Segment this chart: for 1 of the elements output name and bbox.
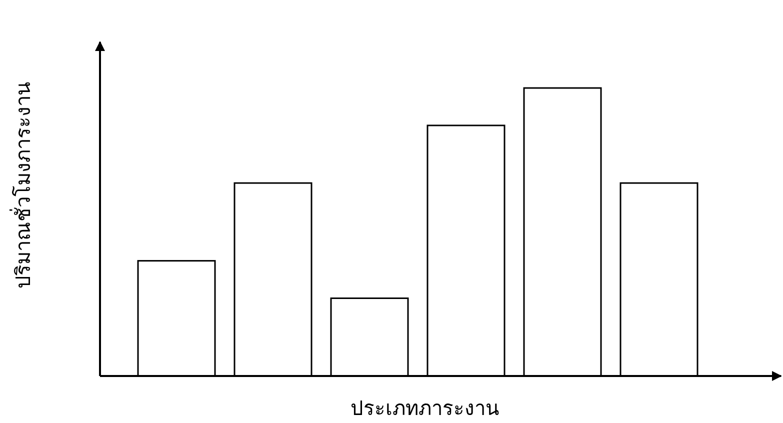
xlabel: ประเภทภาระงาน [350, 398, 500, 420]
